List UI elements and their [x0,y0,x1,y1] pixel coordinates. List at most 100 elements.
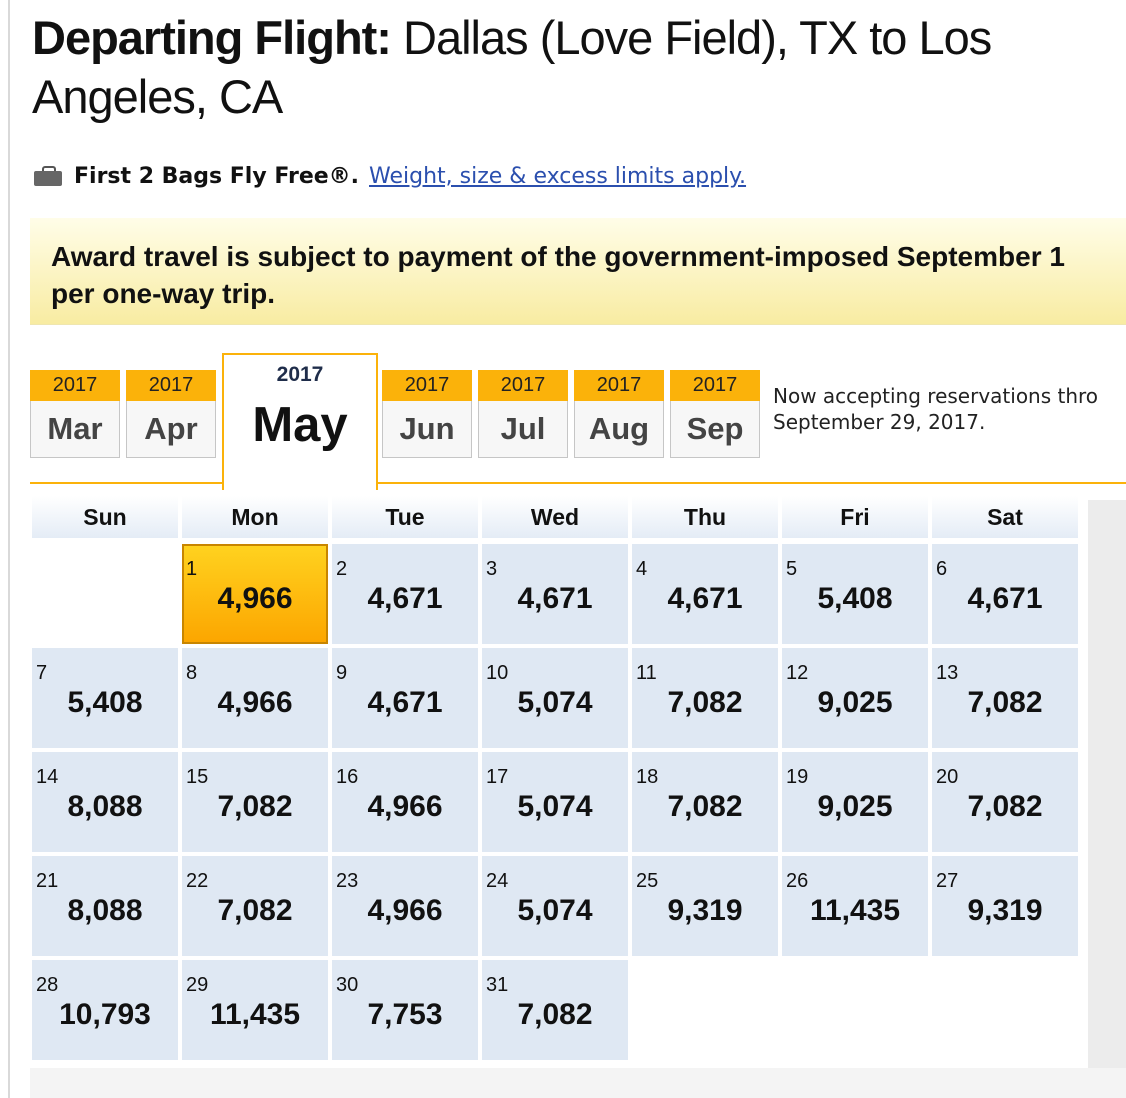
fare-points: 9,025 [817,790,893,823]
calendar-day-29[interactable]: 29 11,435 [182,960,328,1060]
month-tab-year: 2017 [126,370,216,401]
day-number: 16 [336,766,359,788]
fare-points: 4,671 [517,582,593,615]
calendar-day-18[interactable]: 18 7,082 [632,752,778,852]
calendar-day-20[interactable]: 20 7,082 [932,752,1078,852]
day-number: 8 [186,662,198,684]
calendar-day-28[interactable]: 28 10,793 [32,960,178,1060]
weekday-sun: Sun [32,496,178,538]
calendar-day-3[interactable]: 3 4,671 [482,544,628,644]
fare-points: 11,435 [209,998,301,1031]
month-tab-jun[interactable]: 2017 Jun [382,370,472,460]
fare-points: 7,082 [667,790,743,823]
calendar-day-23[interactable]: 23 4,966 [332,856,478,956]
fare-points: 4,671 [367,582,443,615]
calendar-day-16[interactable]: 16 4,966 [332,752,478,852]
fare-points: 4,671 [367,686,443,719]
fare-points: 7,082 [217,790,293,823]
month-tab-month: Jul [478,401,568,458]
day-number: 25 [636,870,659,892]
fare-points: 8,088 [67,894,143,927]
month-tab-aug[interactable]: 2017 Aug [574,370,664,460]
day-number: 12 [786,662,809,684]
month-tab-month: Jun [382,401,472,458]
page-title: Departing Flight: Dallas (Love Field), T… [32,8,1112,126]
calendar-day-6[interactable]: 6 4,671 [932,544,1078,644]
fare-points: 9,025 [817,686,893,719]
calendar-day-26[interactable]: 26 11,435 [782,856,928,956]
day-number: 7 [36,662,48,684]
day-number: 24 [486,870,509,892]
calendar-day-5[interactable]: 5 5,408 [782,544,928,644]
weekday-tue: Tue [332,496,478,538]
calendar-day-25[interactable]: 25 9,319 [632,856,778,956]
month-tab-mar[interactable]: 2017 Mar [30,370,120,460]
day-number: 29 [186,974,209,996]
calendar-day-30[interactable]: 30 7,753 [332,960,478,1060]
calendar-day-24[interactable]: 24 5,074 [482,856,628,956]
calendar-day-14[interactable]: 14 8,088 [32,752,178,852]
month-tab-may-active[interactable]: 2017 May [222,353,378,490]
fare-points: 10,793 [59,998,151,1031]
month-tab-sep[interactable]: 2017 Sep [670,370,760,460]
day-number: 28 [36,974,59,996]
calendar-day-9[interactable]: 9 4,671 [332,648,478,748]
day-number: 2 [336,558,348,580]
bag-limits-link[interactable]: Weight, size & excess limits apply. [369,163,747,189]
day-number: 13 [936,662,959,684]
month-tabs: 2017 Mar 2017 Apr 2017 May 2017 Jun 2017 Jul 2017 A… [0,0,1126,490]
calendar-day-1[interactable]: 1 4,966 [182,544,328,644]
calendar-day-19[interactable]: 19 9,025 [782,752,928,852]
day-number: 18 [636,766,659,788]
calendar-day-22[interactable]: 22 7,082 [182,856,328,956]
reservation-note-line-2: September 29, 2017. [773,410,986,434]
month-tab-jul[interactable]: 2017 Jul [478,370,568,460]
weekday-header: Sun Mon Tue Wed Thu Fri Sat [32,496,1078,538]
day-number: 22 [186,870,209,892]
fare-points: 4,671 [667,582,743,615]
fare-calendar: 1 4,966 2 4,671 3 4,671 4 4,671 5 5,408 6 4,671 7 5,4… [32,544,1078,1060]
day-number: 31 [486,974,509,996]
fare-points: 4,966 [217,686,293,719]
fare-points: 4,966 [367,790,443,823]
month-tab-month: Aug [574,401,664,458]
month-tab-apr[interactable]: 2017 Apr [126,370,216,460]
fare-points: 11,435 [809,894,901,927]
calendar-day-12[interactable]: 12 9,025 [782,648,928,748]
fare-points: 5,074 [517,894,593,927]
calendar-day-31[interactable]: 31 7,082 [482,960,628,1060]
calendar-day-13[interactable]: 13 7,082 [932,648,1078,748]
scrollbar-track[interactable] [1088,500,1126,1068]
fare-points: 8,088 [67,790,143,823]
month-tab-year: 2017 [382,370,472,401]
fare-points: 7,082 [217,894,293,927]
fare-points: 7,082 [967,686,1043,719]
calendar-day-15[interactable]: 15 7,082 [182,752,328,852]
calendar-day-11[interactable]: 11 7,082 [632,648,778,748]
calendar-day-21[interactable]: 21 8,088 [32,856,178,956]
day-number: 26 [786,870,809,892]
fare-points: 5,074 [517,686,593,719]
calendar-day-2[interactable]: 2 4,671 [332,544,478,644]
day-number: 19 [786,766,809,788]
fare-points: 9,319 [967,894,1043,927]
fare-points: 4,966 [217,582,293,615]
calendar-day-8[interactable]: 8 4,966 [182,648,328,748]
day-number: 21 [36,870,59,892]
weekday-fri: Fri [782,496,928,538]
fare-points: 7,082 [517,998,593,1031]
fare-points: 7,753 [367,998,443,1031]
day-number: 14 [36,766,59,788]
day-number: 27 [936,870,959,892]
calendar-empty-cell [32,544,178,644]
fare-points: 7,082 [667,686,743,719]
calendar-day-27[interactable]: 27 9,319 [932,856,1078,956]
fare-points: 5,408 [817,582,893,615]
day-number: 10 [486,662,509,684]
month-tab-year: 2017 [30,370,120,401]
calendar-day-7[interactable]: 7 5,408 [32,648,178,748]
calendar-day-4[interactable]: 4 4,671 [632,544,778,644]
calendar-day-10[interactable]: 10 5,074 [482,648,628,748]
calendar-day-17[interactable]: 17 5,074 [482,752,628,852]
fare-points: 5,408 [67,686,143,719]
